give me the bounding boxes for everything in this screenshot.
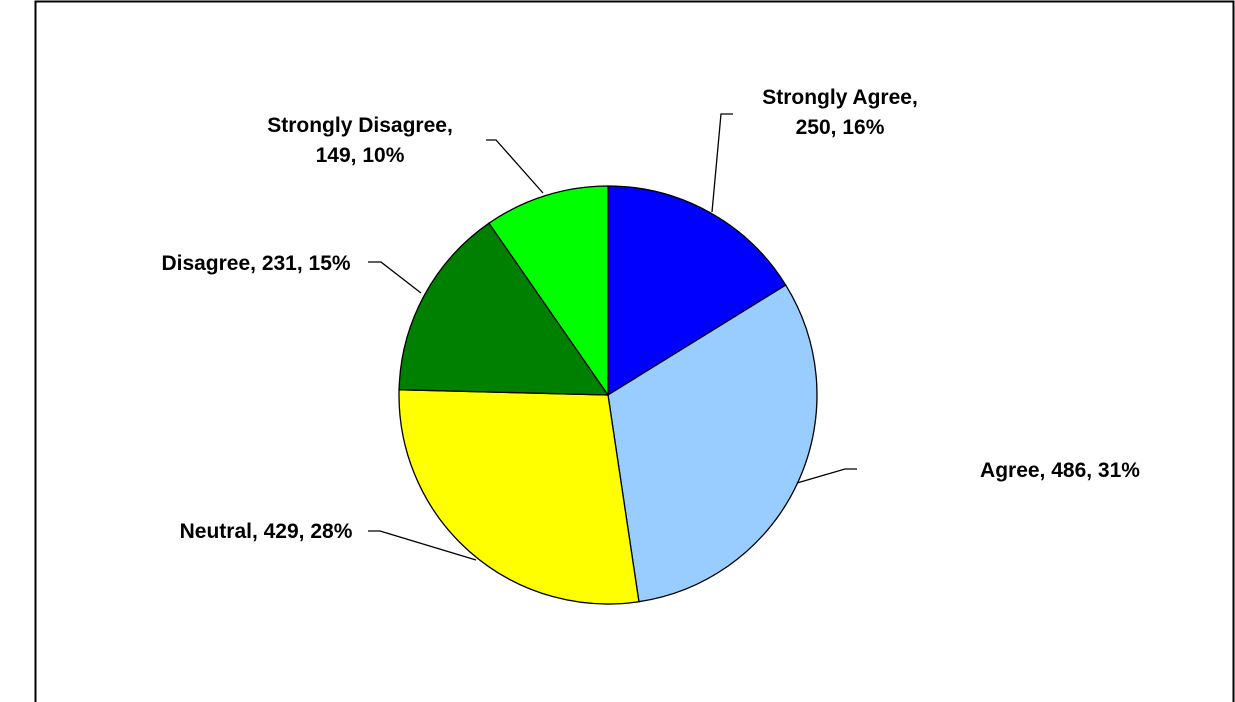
leader-line-strongly-agree [711, 113, 733, 213]
slice-label-agree: Agree, 486, 31% [980, 459, 1140, 482]
slice-label-disagree: Disagree, 231, 15% [161, 252, 350, 275]
leader-line-neutral [368, 530, 477, 561]
pie-slice-strongly-disagree [488, 185, 609, 398]
pie-slices [398, 185, 818, 605]
slice-label-strongly-agree: Strongly Agree, 250, 16% [762, 86, 918, 139]
slice-label-line: Neutral, 429, 28% [180, 520, 353, 543]
slice-label-neutral: Neutral, 429, 28% [180, 520, 353, 543]
pie-slice-neutral [398, 389, 640, 605]
slice-label-line: Disagree, 231, 15% [161, 252, 350, 275]
leader-line-strongly-disagree [486, 139, 544, 194]
pie-slice-disagree [398, 222, 610, 396]
slice-label-line: Agree, 486, 31% [980, 459, 1140, 482]
leader-line-disagree [368, 261, 422, 294]
slice-label-line: 149, 10% [316, 144, 405, 167]
leader-lines [368, 113, 857, 561]
slice-label-strongly-disagree: Strongly Disagree, 149, 10% [267, 114, 453, 167]
leader-line-agree [796, 468, 857, 484]
pie-slice-strongly-agree [607, 185, 787, 397]
pie-labels: Strongly Agree, 250, 16% Agree, 486, 31% Ne… [161, 86, 1140, 543]
slice-label-line: Strongly Agree, [762, 86, 918, 109]
slice-label-line: Strongly Disagree, [267, 114, 453, 137]
slice-label-line: 250, 16% [796, 116, 885, 139]
chart-border [34, 0, 1235, 702]
